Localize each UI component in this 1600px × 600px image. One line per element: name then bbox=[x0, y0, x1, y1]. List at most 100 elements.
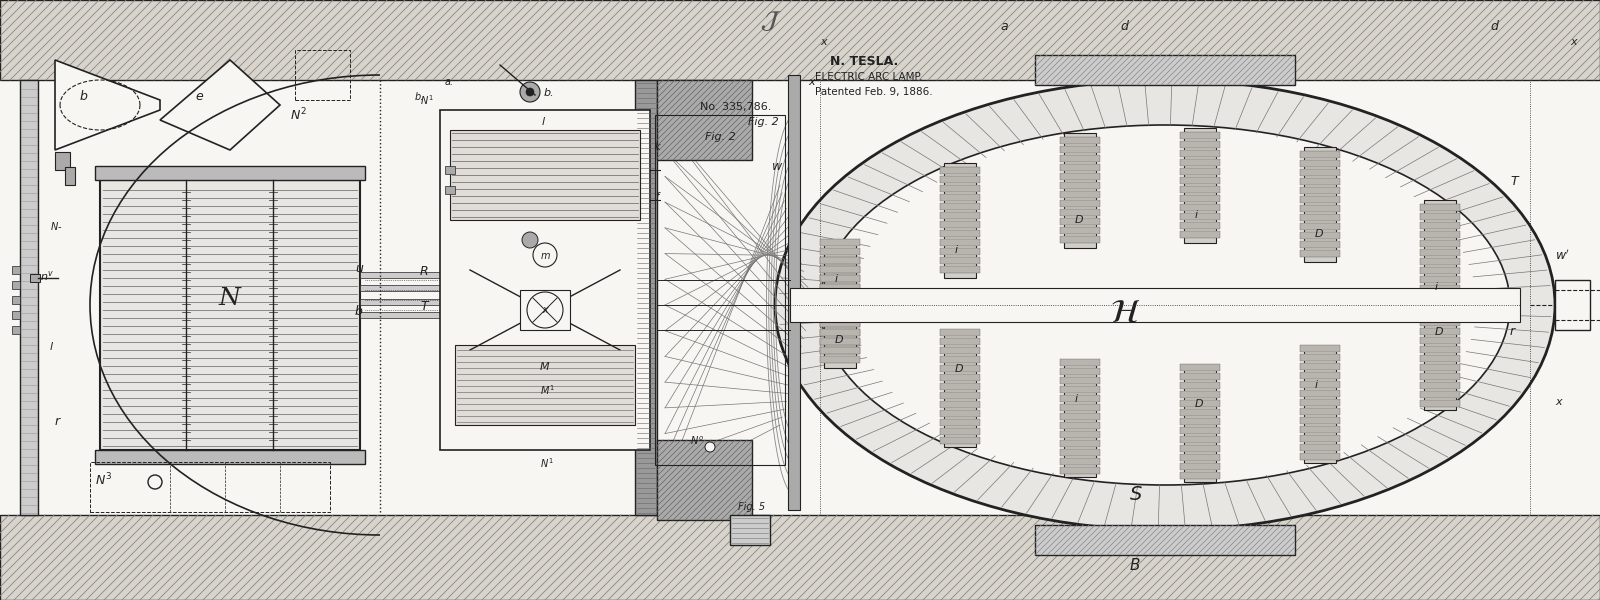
Bar bbox=[1299, 223, 1341, 230]
Bar bbox=[1421, 286, 1459, 292]
Circle shape bbox=[522, 232, 538, 248]
Bar bbox=[819, 311, 861, 318]
Bar bbox=[1181, 159, 1221, 166]
Bar bbox=[1181, 463, 1221, 470]
Bar bbox=[941, 257, 979, 264]
Bar bbox=[1181, 213, 1221, 220]
Bar bbox=[1181, 418, 1221, 425]
Bar bbox=[1421, 241, 1459, 247]
Bar bbox=[658, 440, 752, 520]
Text: D: D bbox=[1075, 215, 1083, 224]
Text: m: m bbox=[541, 251, 550, 261]
Text: D: D bbox=[835, 335, 843, 345]
Text: l: l bbox=[542, 117, 546, 127]
Text: x: x bbox=[808, 77, 814, 87]
Bar bbox=[1059, 209, 1101, 215]
Bar bbox=[1299, 454, 1341, 460]
Bar bbox=[819, 266, 861, 273]
Text: $w'$: $w'$ bbox=[1555, 248, 1570, 263]
Text: T: T bbox=[1510, 175, 1518, 188]
Circle shape bbox=[147, 475, 162, 489]
Bar bbox=[1299, 391, 1341, 397]
Bar bbox=[94, 166, 365, 180]
Text: u: u bbox=[355, 262, 363, 275]
Bar bbox=[819, 320, 861, 327]
Bar bbox=[730, 515, 770, 545]
Bar bbox=[1059, 200, 1101, 206]
Bar bbox=[520, 290, 570, 330]
Circle shape bbox=[520, 82, 541, 102]
Circle shape bbox=[706, 442, 715, 452]
Bar bbox=[941, 392, 979, 399]
Bar bbox=[454, 345, 635, 425]
Bar bbox=[1059, 368, 1101, 376]
Bar bbox=[819, 302, 861, 309]
Bar bbox=[819, 329, 861, 336]
Polygon shape bbox=[160, 60, 280, 150]
Text: b: b bbox=[355, 305, 363, 318]
Bar bbox=[1299, 364, 1341, 370]
Text: $N$-: $N$- bbox=[50, 220, 62, 232]
Bar bbox=[1059, 395, 1101, 403]
Polygon shape bbox=[54, 60, 160, 150]
Bar bbox=[1421, 250, 1459, 256]
Bar bbox=[450, 130, 640, 220]
Bar bbox=[819, 311, 861, 318]
Bar bbox=[819, 284, 861, 291]
Bar bbox=[1299, 178, 1341, 185]
Bar bbox=[1059, 164, 1101, 170]
Text: x: x bbox=[819, 37, 827, 47]
Bar bbox=[1059, 227, 1101, 233]
Text: i: i bbox=[835, 274, 838, 284]
Bar bbox=[1181, 168, 1221, 175]
Bar bbox=[1421, 268, 1459, 274]
Text: a.: a. bbox=[445, 77, 454, 87]
Text: r: r bbox=[1510, 325, 1515, 338]
Bar bbox=[941, 239, 979, 246]
Bar bbox=[819, 347, 861, 354]
Text: a: a bbox=[1000, 20, 1008, 33]
Bar bbox=[819, 356, 861, 363]
Bar bbox=[1421, 364, 1459, 371]
Ellipse shape bbox=[774, 80, 1555, 530]
Bar bbox=[1059, 458, 1101, 466]
Bar bbox=[1181, 472, 1221, 479]
Text: $n^v$: $n^v$ bbox=[40, 269, 54, 283]
Text: D: D bbox=[1195, 399, 1203, 409]
Text: $N^2$: $N^2$ bbox=[290, 106, 307, 123]
Text: D: D bbox=[1435, 326, 1443, 337]
Text: w: w bbox=[771, 160, 782, 173]
Bar bbox=[1059, 422, 1101, 430]
Bar bbox=[1181, 436, 1221, 443]
Bar bbox=[1059, 146, 1101, 152]
Bar bbox=[824, 242, 856, 357]
Text: l: l bbox=[50, 342, 53, 352]
Bar bbox=[1421, 328, 1459, 335]
Bar bbox=[0, 0, 1600, 80]
Bar bbox=[1421, 214, 1459, 220]
Bar bbox=[1299, 151, 1341, 158]
Text: i: i bbox=[1315, 380, 1318, 391]
Bar bbox=[1424, 200, 1456, 316]
Bar bbox=[1299, 214, 1341, 221]
Bar bbox=[1035, 525, 1294, 555]
Bar bbox=[1299, 250, 1341, 257]
Bar bbox=[1424, 295, 1456, 410]
Text: $N^1$: $N^1$ bbox=[541, 456, 554, 470]
Bar bbox=[658, 80, 752, 160]
Bar bbox=[13, 266, 19, 274]
Bar bbox=[1421, 304, 1459, 310]
Bar bbox=[1299, 409, 1341, 415]
Text: N. TESLA.: N. TESLA. bbox=[830, 55, 898, 68]
Bar bbox=[1059, 218, 1101, 224]
Bar bbox=[1421, 382, 1459, 389]
Bar bbox=[1421, 319, 1459, 326]
Bar bbox=[1181, 373, 1221, 380]
Bar bbox=[1299, 169, 1341, 176]
Bar bbox=[819, 257, 861, 264]
Bar bbox=[54, 152, 70, 170]
Bar bbox=[1059, 137, 1101, 143]
Bar bbox=[1421, 301, 1459, 308]
Text: $N^3$: $N^3$ bbox=[94, 472, 112, 488]
Bar bbox=[1064, 133, 1096, 248]
